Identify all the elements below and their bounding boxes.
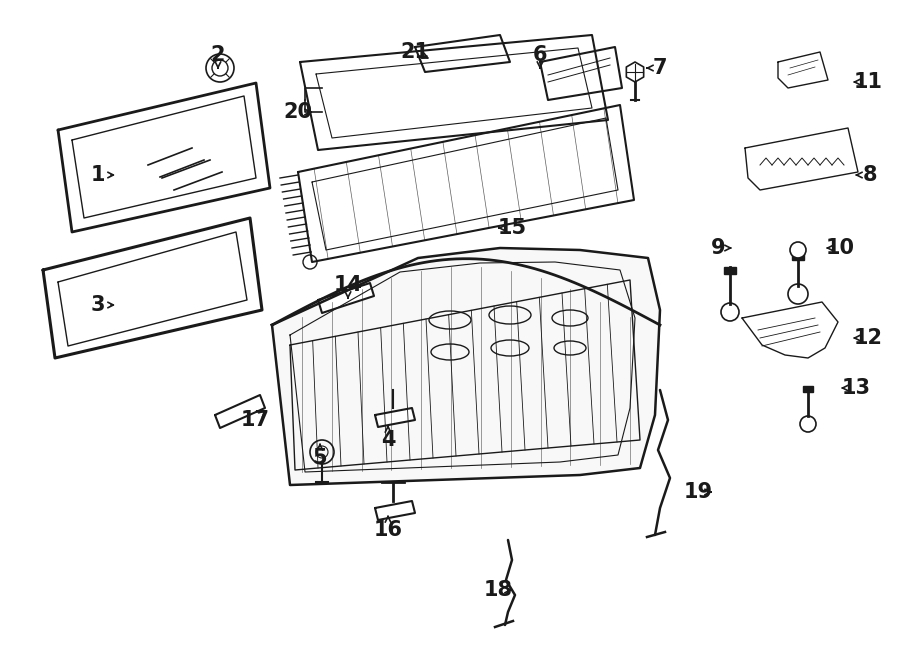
- Polygon shape: [724, 267, 736, 274]
- Text: 13: 13: [842, 378, 870, 398]
- Text: 19: 19: [683, 482, 713, 502]
- Polygon shape: [803, 386, 813, 392]
- Text: 21: 21: [400, 42, 429, 62]
- Text: 17: 17: [240, 410, 269, 430]
- Polygon shape: [540, 47, 622, 100]
- Polygon shape: [312, 118, 618, 250]
- Polygon shape: [43, 218, 262, 358]
- Polygon shape: [318, 283, 374, 313]
- Polygon shape: [792, 253, 804, 260]
- Polygon shape: [72, 96, 256, 218]
- Polygon shape: [626, 62, 644, 82]
- Text: 3: 3: [91, 295, 105, 315]
- Polygon shape: [58, 83, 270, 232]
- Polygon shape: [272, 248, 660, 485]
- Polygon shape: [215, 395, 265, 428]
- Text: 5: 5: [312, 448, 328, 468]
- Text: 15: 15: [498, 218, 526, 238]
- Polygon shape: [316, 48, 592, 138]
- Polygon shape: [745, 128, 858, 190]
- Polygon shape: [778, 52, 828, 88]
- Polygon shape: [415, 35, 510, 72]
- Text: 2: 2: [211, 45, 225, 65]
- Text: 8: 8: [863, 165, 878, 185]
- Text: 6: 6: [533, 45, 547, 65]
- Text: 10: 10: [825, 238, 854, 258]
- Text: 16: 16: [374, 520, 402, 540]
- Text: 20: 20: [284, 102, 312, 122]
- Polygon shape: [375, 408, 415, 427]
- Polygon shape: [58, 232, 247, 346]
- Text: 9: 9: [711, 238, 725, 258]
- Text: 11: 11: [853, 72, 883, 92]
- Polygon shape: [375, 501, 415, 520]
- Polygon shape: [742, 302, 838, 358]
- Text: 4: 4: [381, 430, 395, 450]
- Circle shape: [790, 242, 806, 258]
- Text: 1: 1: [91, 165, 105, 185]
- Text: 12: 12: [853, 328, 883, 348]
- Text: 14: 14: [334, 275, 363, 295]
- Text: 7: 7: [652, 58, 667, 78]
- Text: 18: 18: [483, 580, 512, 600]
- Polygon shape: [300, 35, 608, 150]
- Polygon shape: [298, 105, 634, 262]
